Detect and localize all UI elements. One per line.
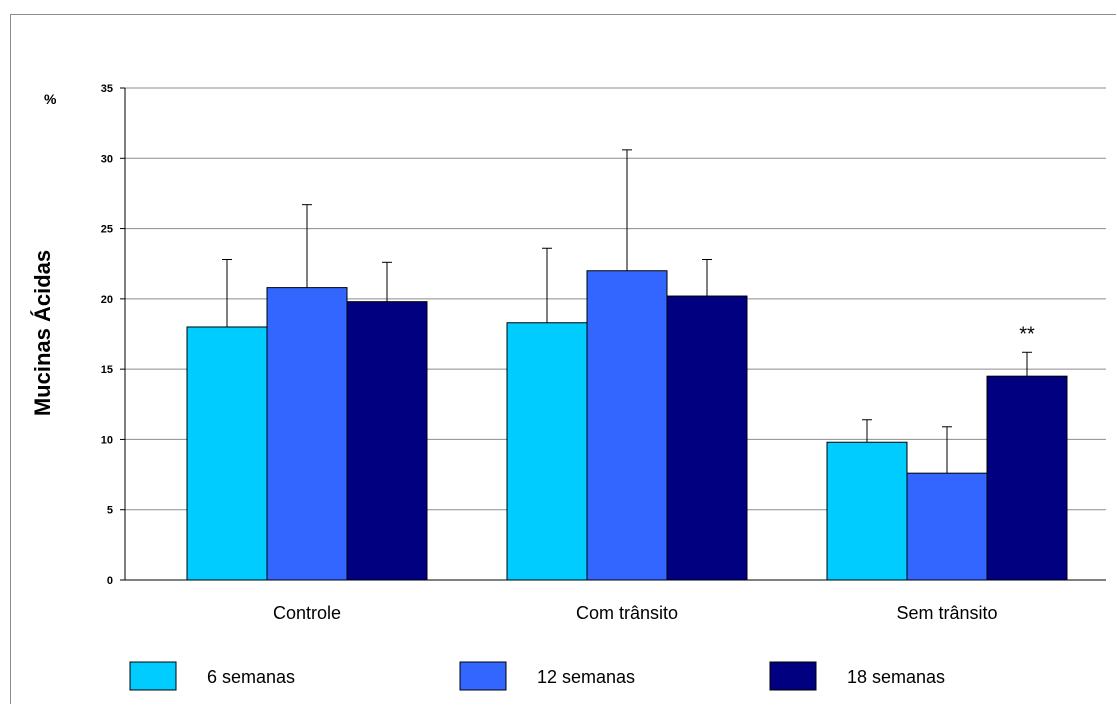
legend-label: 18 semanas: [847, 667, 945, 687]
x-tick-label: Controle: [273, 603, 341, 623]
legend-label: 6 semanas: [207, 667, 295, 687]
y-tick-label: 0: [107, 575, 113, 587]
y-axis-label: Mucinas Ácidas: [30, 250, 55, 416]
y-tick-label: 15: [101, 364, 113, 376]
bar: [666, 295, 748, 581]
x-tick-labels: Controle Com trânsito Sem trânsito: [273, 603, 998, 623]
y-tick-label: 20: [101, 294, 113, 306]
bar: [266, 287, 348, 581]
legend-swatch: [129, 661, 177, 691]
bars: [186, 270, 1068, 581]
y-tick-label: 25: [101, 224, 113, 236]
error-bars: [222, 149, 1032, 474]
bar: [906, 472, 988, 581]
annotations: **: [1019, 323, 1035, 345]
significance-annotation: **: [1019, 323, 1035, 345]
y-tick-label: 30: [101, 153, 113, 165]
bar: [826, 441, 908, 581]
bar: [986, 375, 1068, 581]
bar: [586, 270, 668, 581]
legend: 6 semanas 12 semanas 18 semanas: [129, 661, 945, 691]
y-tick-label: 35: [101, 83, 113, 95]
y-unit-label: %: [44, 91, 57, 107]
legend-swatch: [459, 661, 507, 691]
legend-swatch: [769, 661, 817, 691]
x-tick-label: Com trânsito: [576, 603, 678, 623]
bar: [506, 322, 588, 581]
bar: [186, 326, 268, 581]
y-tick-label: 5: [107, 505, 113, 517]
y-tick-label: 10: [101, 434, 113, 446]
chart-frame: [10, 14, 1116, 704]
y-tick-labels: 0 5 10 15 20 25 30 35: [101, 83, 113, 587]
x-tick-label: Sem trânsito: [896, 603, 997, 623]
legend-label: 12 semanas: [537, 667, 635, 687]
axes: [120, 87, 1106, 581]
bar: [346, 301, 428, 581]
